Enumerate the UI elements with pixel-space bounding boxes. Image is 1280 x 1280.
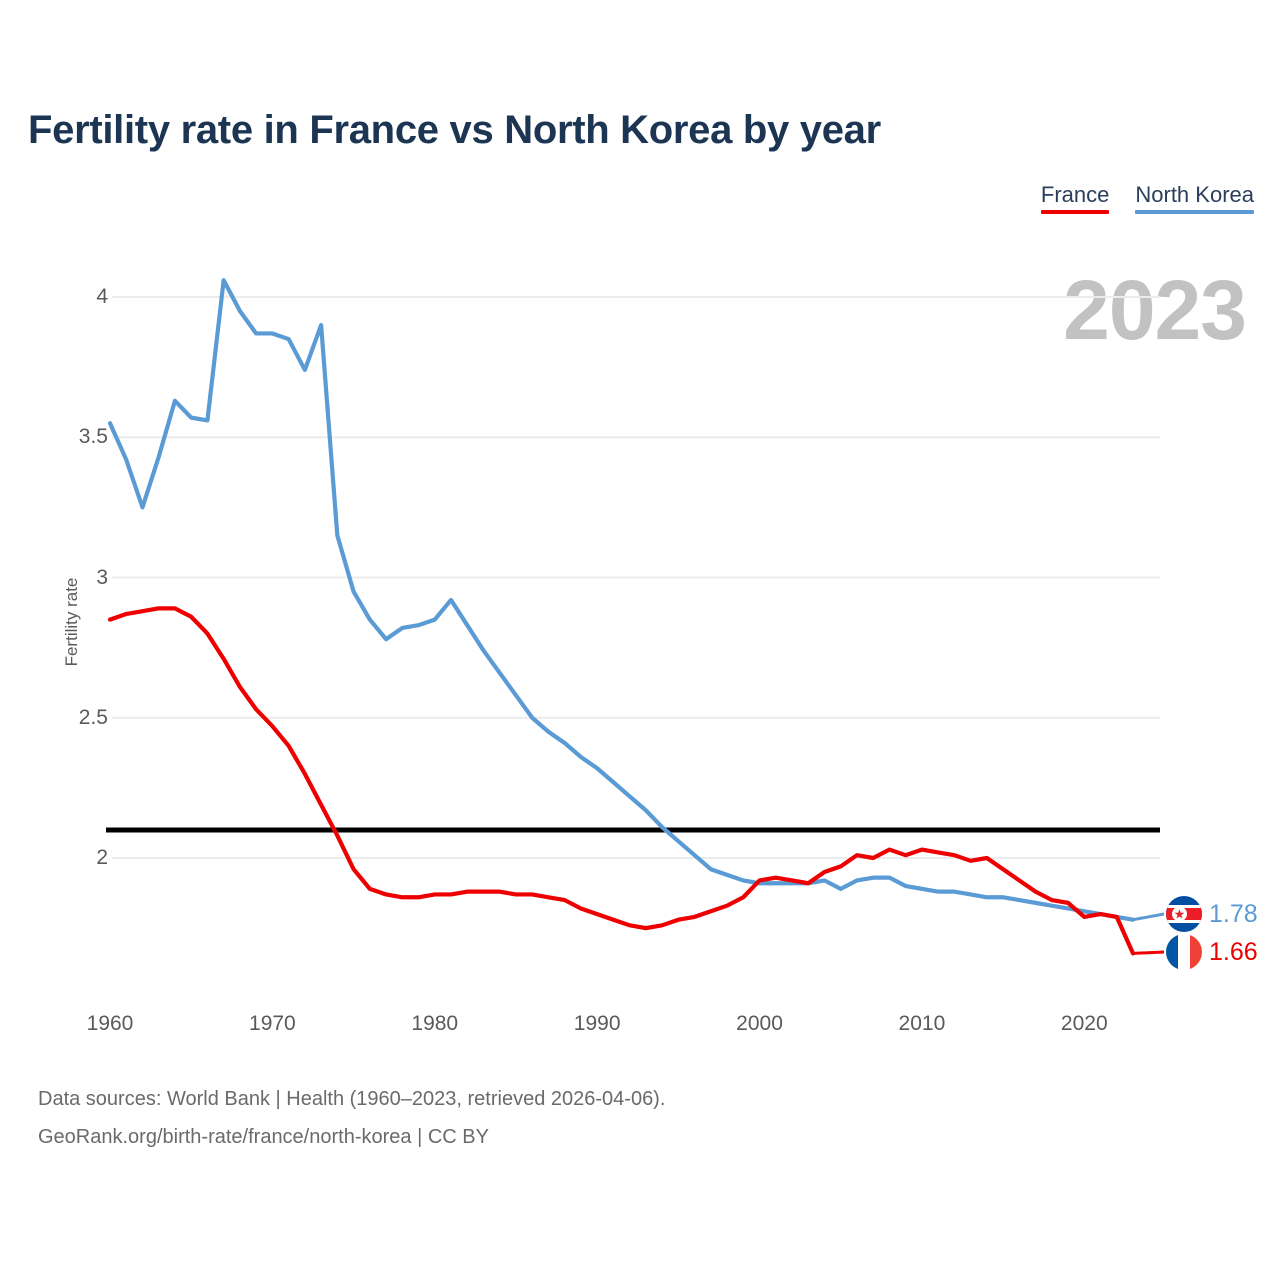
series-line-france (107, 606, 1136, 956)
x-axis-tick-label: 1970 (249, 1012, 296, 1035)
legend: France North Korea (1040, 182, 1254, 214)
x-axis-tick-label: 2000 (736, 1012, 783, 1035)
france-flag-icon (1166, 934, 1202, 970)
legend-swatch-north-korea (1135, 210, 1254, 214)
fr-flag-blue-band (1166, 934, 1178, 970)
legend-item-north-korea[interactable]: North Korea (1135, 182, 1254, 214)
page-title: Fertility rate in France vs North Korea … (28, 108, 881, 152)
footer-data-sources: Data sources: World Bank | Health (1960–… (38, 1088, 666, 1110)
y-axis-tick-label: 3 (96, 565, 108, 589)
footer-attribution: GeoRank.org/birth-rate/france/north-kore… (38, 1126, 489, 1148)
legend-swatch-france (1040, 210, 1110, 214)
fr-flag-red-band (1190, 934, 1202, 970)
y-axis-tick-label: 2.5 (78, 705, 108, 729)
fr-flag-white-band (1178, 934, 1190, 970)
leader-line-france (1132, 950, 1165, 955)
nk-flag-star-icon: ★ (1173, 906, 1186, 922)
end-label-north-korea: ★ 1.78 (1166, 896, 1258, 932)
x-axis-tick-label: 2020 (1060, 1012, 1108, 1035)
series-line-north-korea (107, 278, 1136, 922)
y-axis-tick-label: 2 (96, 846, 108, 869)
x-axis-tick-label: 1960 (86, 1012, 134, 1035)
gridlines (112, 296, 1160, 859)
x-axis-tick-label: 1990 (573, 1012, 621, 1035)
end-value-north-korea: 1.78 (1209, 899, 1258, 928)
nk-flag-white-disc: ★ (1172, 906, 1187, 922)
end-value-france: 1.66 (1209, 937, 1258, 966)
leader-line-north-korea (1132, 912, 1165, 922)
end-label-france: 1.66 (1166, 934, 1258, 970)
y-axis-tick-label: 4 (96, 285, 108, 308)
legend-label-north-korea: North Korea (1135, 182, 1254, 207)
x-axis-tick-label: 2010 (898, 1012, 946, 1035)
x-axis-tick-label: 1980 (411, 1012, 459, 1035)
y-axis-tick-label: 3.5 (78, 425, 108, 449)
legend-item-france[interactable]: France (1040, 182, 1110, 214)
north-korea-flag-icon: ★ (1166, 896, 1202, 932)
watermark-year: 2023 (1063, 263, 1247, 357)
legend-label-france: France (1040, 182, 1110, 207)
